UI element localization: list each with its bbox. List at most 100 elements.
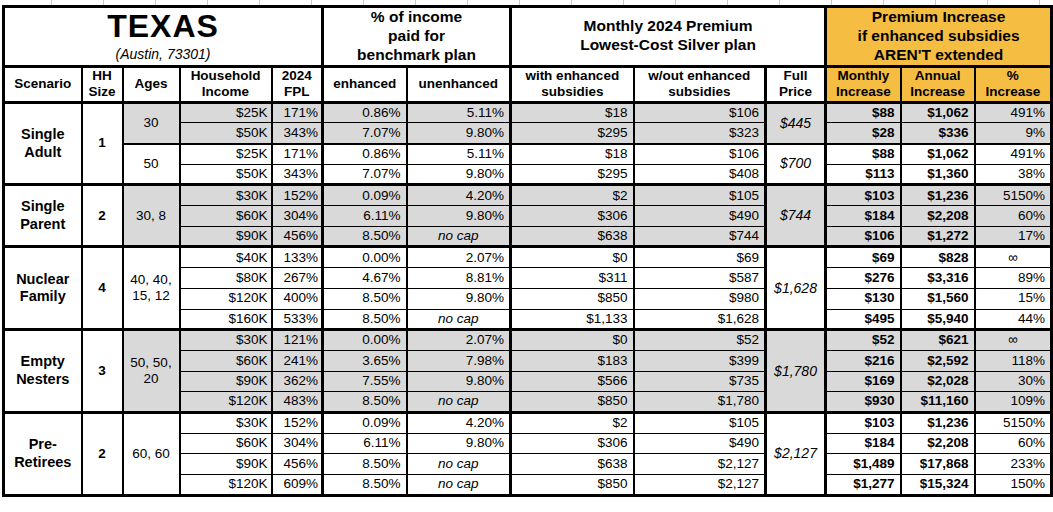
scenario-cell: Single Adult — [4, 102, 82, 185]
monthly-increase-cell: $103 — [826, 412, 901, 433]
enhanced-pct-cell: 8.50% — [323, 475, 407, 496]
enhanced-pct-cell: 7.07% — [323, 123, 407, 144]
pct-increase-cell: 60% — [975, 206, 1052, 227]
unenhanced-pct-cell: no cap — [407, 392, 511, 413]
with-subsidies-cell: $295 — [511, 123, 634, 144]
unenhanced-pct-cell: 8.81% — [407, 268, 511, 289]
pct-increase-cell: 5150% — [975, 185, 1052, 206]
monthly-increase-cell: $1,489 — [826, 454, 901, 475]
pct-increase-cell: 30% — [975, 371, 1052, 392]
enhanced-pct-cell: 0.09% — [323, 185, 407, 206]
unenhanced-pct-cell: 7.98% — [407, 350, 511, 371]
fpl-cell: 609% — [272, 475, 323, 496]
col-header-hh-size: HH Size — [82, 66, 123, 102]
fpl-cell: 152% — [272, 185, 323, 206]
annual-increase-cell: $828 — [901, 247, 975, 268]
col-header-with-subsidies: with enhanced subsidies — [511, 66, 634, 102]
column-header-row: Scenario HH Size Ages Household Income 2… — [4, 66, 1052, 102]
with-subsidies-cell: $638 — [511, 454, 634, 475]
annual-increase-cell: $1,062 — [901, 144, 975, 165]
with-subsidies-cell: $2 — [511, 412, 634, 433]
income-cell: $90K — [180, 454, 272, 475]
col-header-scenario: Scenario — [4, 66, 82, 102]
enhanced-pct-cell: 0.09% — [323, 412, 407, 433]
unenhanced-pct-cell: no cap — [407, 226, 511, 247]
ages-cell: 50 — [123, 144, 180, 185]
income-cell: $60K — [180, 433, 272, 454]
col-header-fpl: 2024 FPL — [272, 66, 323, 102]
income-cell: $50K — [180, 123, 272, 144]
with-subsidies-cell: $850 — [511, 392, 634, 413]
with-subsidies-cell: $2 — [511, 185, 634, 206]
pct-increase-cell: 17% — [975, 226, 1052, 247]
pct-increase-cell: 44% — [975, 309, 1052, 330]
income-cell: $30K — [180, 330, 272, 351]
with-subsidies-cell: $183 — [511, 350, 634, 371]
without-subsidies-cell: $399 — [634, 350, 766, 371]
with-subsidies-cell: $306 — [511, 206, 634, 227]
monthly-increase-cell: $169 — [826, 371, 901, 392]
table-row: Single Adult130$25K171%0.86%5.11%$18$106… — [4, 102, 1052, 123]
ages-cell: 60, 60 — [123, 412, 180, 495]
fpl-cell: 241% — [272, 350, 323, 371]
without-subsidies-cell: $735 — [634, 371, 766, 392]
income-cell: $50K — [180, 164, 272, 185]
without-subsidies-cell: $980 — [634, 288, 766, 309]
enhanced-pct-cell: 6.11% — [323, 433, 407, 454]
monthly-increase-cell: $216 — [826, 350, 901, 371]
col-header-monthly-increase: Monthly Increase — [826, 66, 901, 102]
unenhanced-pct-cell: 2.07% — [407, 247, 511, 268]
table-row: Nuclear Family440, 40, 15, 12$40K133%0.0… — [4, 247, 1052, 268]
annual-increase-cell: $3,316 — [901, 268, 975, 289]
annual-increase-cell: $2,592 — [901, 350, 975, 371]
without-subsidies-cell: $587 — [634, 268, 766, 289]
hh-size-cell: 4 — [82, 247, 123, 330]
with-subsidies-cell: $306 — [511, 433, 634, 454]
full-price-cell: $700 — [766, 144, 826, 185]
annual-increase-cell: $621 — [901, 330, 975, 351]
income-cell: $25K — [180, 102, 272, 123]
income-cell: $30K — [180, 412, 272, 433]
income-cell: $30K — [180, 185, 272, 206]
income-cell: $60K — [180, 206, 272, 227]
col-header-enhanced: enhanced — [323, 66, 407, 102]
enhanced-pct-cell: 0.00% — [323, 330, 407, 351]
with-subsidies-cell: $18 — [511, 102, 634, 123]
without-subsidies-cell: $52 — [634, 330, 766, 351]
table-row: Empty Nesters350, 50, 20$30K121%0.00%2.0… — [4, 330, 1052, 351]
unenhanced-pct-cell: 9.80% — [407, 433, 511, 454]
income-cell: $120K — [180, 288, 272, 309]
scenario-cell: Nuclear Family — [4, 247, 82, 330]
annual-increase-cell: $1,236 — [901, 412, 975, 433]
premium-comparison-sheet: TEXAS (Austin, 73301) % of income paid f… — [0, 0, 1053, 512]
income-cell: $160K — [180, 309, 272, 330]
fpl-cell: 304% — [272, 433, 323, 454]
fpl-cell: 456% — [272, 454, 323, 475]
enhanced-pct-cell: 0.86% — [323, 144, 407, 165]
col-header-income: Household Income — [180, 66, 272, 102]
without-subsidies-cell: $2,127 — [634, 475, 766, 496]
enhanced-pct-cell: 7.07% — [323, 164, 407, 185]
fpl-cell: 400% — [272, 288, 323, 309]
enhanced-pct-cell: 3.65% — [323, 350, 407, 371]
col-header-without-subsidies: w/out enhanced subsidies — [634, 66, 766, 102]
without-subsidies-cell: $490 — [634, 433, 766, 454]
without-subsidies-cell: $490 — [634, 206, 766, 227]
fpl-cell: 171% — [272, 144, 323, 165]
with-subsidies-cell: $566 — [511, 371, 634, 392]
fpl-cell: 267% — [272, 268, 323, 289]
hh-size-cell: 2 — [82, 412, 123, 495]
unenhanced-pct-cell: 9.80% — [407, 123, 511, 144]
table-body: Single Adult130$25K171%0.86%5.11%$18$106… — [4, 102, 1052, 495]
state-title: TEXAS — [7, 10, 319, 44]
pct-increase-cell: 89% — [975, 268, 1052, 289]
monthly-increase-cell: $495 — [826, 309, 901, 330]
enhanced-pct-cell: 8.50% — [323, 309, 407, 330]
income-cell: $90K — [180, 371, 272, 392]
col-header-annual-increase: Annual Increase — [901, 66, 975, 102]
without-subsidies-cell: $1,780 — [634, 392, 766, 413]
annual-increase-cell: $5,940 — [901, 309, 975, 330]
premium-group-header: Monthly 2024 Premium Lowest-Cost Silver … — [511, 7, 826, 67]
fpl-cell: 121% — [272, 330, 323, 351]
annual-increase-cell: $1,236 — [901, 185, 975, 206]
